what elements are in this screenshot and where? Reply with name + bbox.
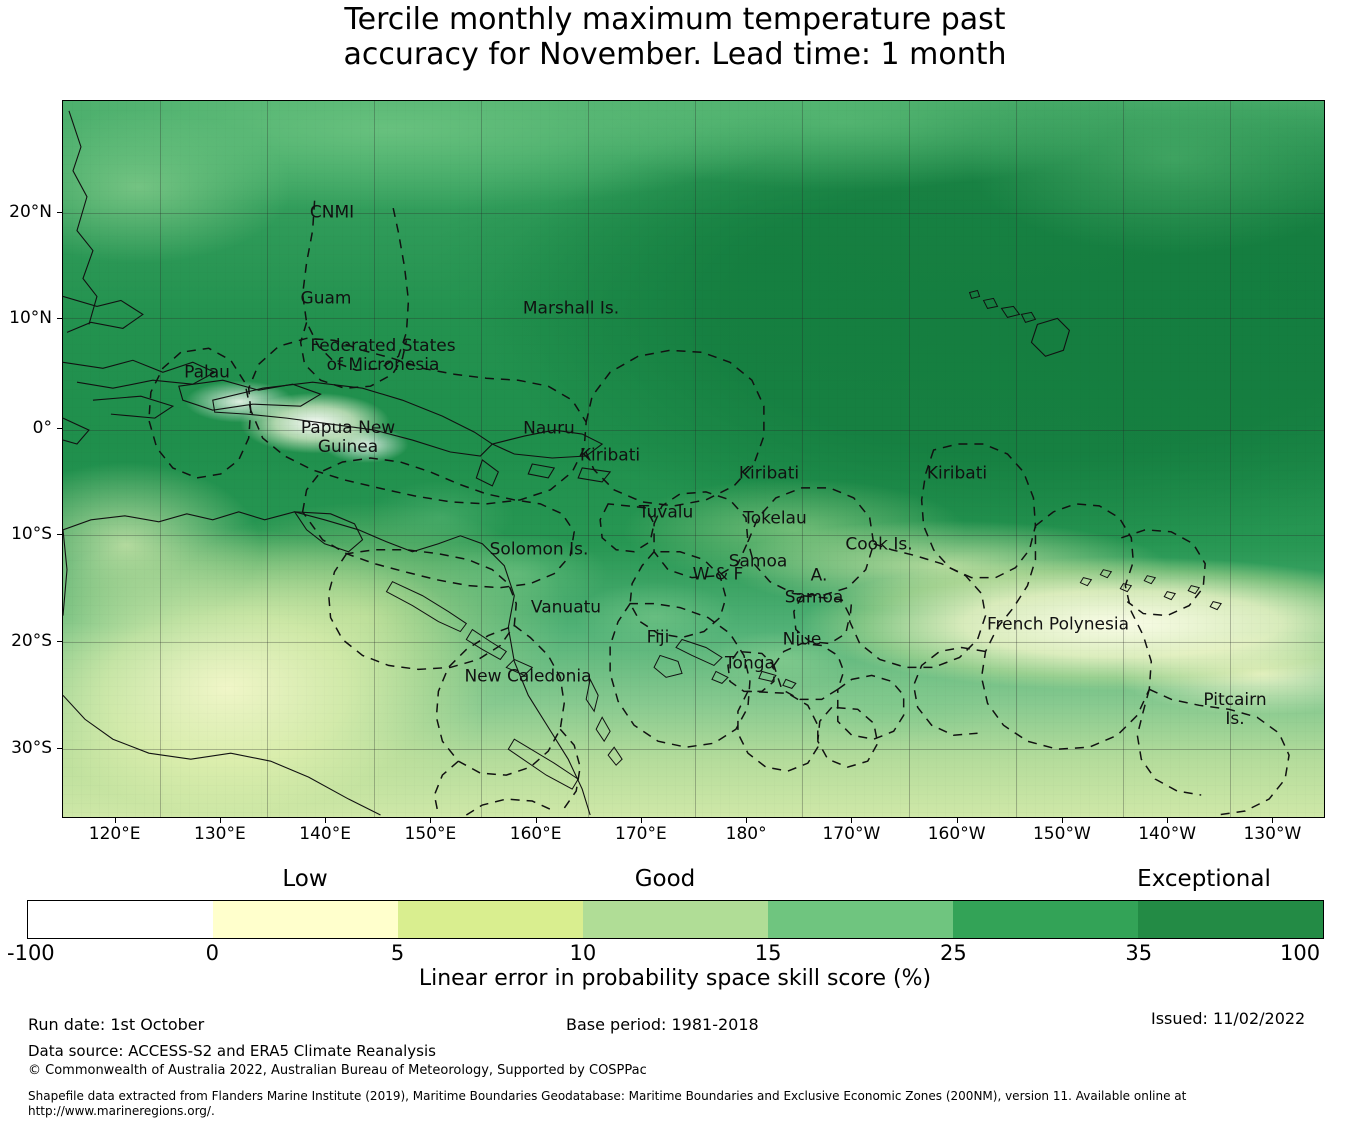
x-tick-label-10: 140°W <box>1138 824 1197 844</box>
map-label-tuvalu: Tuvalu <box>638 502 694 523</box>
colorbar-tick-2: 5 <box>390 941 405 965</box>
y-tick-mark <box>57 534 62 535</box>
colorbar-segment-3 <box>583 901 768 938</box>
y-tick-label-3: 10°S <box>11 524 52 544</box>
map-panel: CNMI Guam Marshall Is. Palau Federated State… <box>62 100 1325 818</box>
map-label-french-polynesia: French Polynesia <box>987 614 1129 635</box>
y-tick-label-5: 30°S <box>11 738 52 758</box>
colorbar-tick-6: 35 <box>1125 941 1153 965</box>
map-label-palau: Palau <box>184 362 230 383</box>
x-tick-label-2: 140°E <box>299 824 351 844</box>
copyright: © Commonwealth of Australia 2022, Austra… <box>28 1063 647 1078</box>
map-label-niue: Niue <box>782 629 822 650</box>
x-tick-mark <box>114 818 116 823</box>
x-tick-label-8: 160°W <box>927 824 986 844</box>
map-label-solomon-is: Solomon Is. <box>489 539 589 560</box>
colorbar-tick-3: 10 <box>569 941 597 965</box>
y-tick-label-1: 10°N <box>9 308 52 328</box>
colorbar-segment-0 <box>28 901 213 938</box>
map-label-vanuatu: Vanuatu <box>530 597 602 618</box>
colorbar-quality-good: Good <box>634 866 696 892</box>
colorbar-segment-4 <box>768 901 953 938</box>
shapefile-attribution: Shapefile data extracted from Flanders M… <box>28 1089 1187 1118</box>
colorbar-segment-1 <box>213 901 398 938</box>
map-label-a: A. <box>810 565 828 586</box>
y-tick-label-4: 20°S <box>11 631 52 651</box>
x-tick-label-11: 130°W <box>1243 824 1302 844</box>
map-label-federated-states-of-micronesia: Federated States of Micronesia <box>310 336 456 375</box>
colorbar-segment-5 <box>953 901 1138 938</box>
data-source: Data source: ACCESS-S2 and ERA5 Climate … <box>28 1042 436 1060</box>
issued-date: Issued: 11/02/2022 <box>1151 1009 1306 1028</box>
y-tick-mark <box>57 212 62 213</box>
y-tick-mark <box>57 428 62 429</box>
map-label-kiribati: Kiribati <box>579 445 641 466</box>
x-tick-mark <box>325 818 327 823</box>
y-tick-mark <box>57 318 62 319</box>
colorbar-quality-low: Low <box>282 866 328 892</box>
y-tick-mark <box>57 748 62 749</box>
map-label-nauru: Nauru <box>523 418 575 439</box>
map-label-fiji: Fiji <box>646 627 670 648</box>
map-label-samoa: Samoa <box>728 551 788 572</box>
x-tick-label-0: 120°E <box>88 824 141 844</box>
map-label-cnmi: CNMI <box>309 202 355 223</box>
colorbar-tick-5: 25 <box>940 941 967 965</box>
map-label-papua-new-guinea: Papua New Guinea <box>300 418 396 457</box>
x-tick-mark <box>1061 818 1063 823</box>
colorbar[interactable] <box>27 900 1324 939</box>
map-label-tokelau: Tokelau <box>743 508 807 529</box>
x-tick-label-9: 150°W <box>1032 824 1091 844</box>
map-label-kiribati: Kiribati <box>738 463 800 484</box>
x-tick-mark <box>640 818 642 823</box>
x-tick-label-3: 150°E <box>404 824 457 844</box>
x-tick-label-6: 180° <box>725 824 767 844</box>
y-tick-mark <box>57 641 62 642</box>
skill-field-pixel-texture <box>63 101 1324 817</box>
x-tick-mark <box>746 818 748 823</box>
x-tick-mark <box>851 818 853 823</box>
x-tick-mark <box>1272 818 1274 823</box>
colorbar-quality-exceptional: Exceptional <box>1137 866 1271 892</box>
colorbar-segment-2 <box>398 901 583 938</box>
y-tick-label-2: 0° <box>32 418 52 438</box>
x-tick-mark <box>535 818 537 823</box>
base-period: Base period: 1981-2018 <box>566 1015 759 1034</box>
colorbar-tick-7: 100 <box>1280 941 1321 965</box>
x-tick-mark <box>430 818 432 823</box>
run-date: Run date: 1st October <box>28 1015 205 1034</box>
colorbar-axis-title: Linear error in probability space skill … <box>418 966 932 991</box>
map-label-new-caledonia: New Caledonia <box>464 666 592 687</box>
x-tick-mark <box>956 818 958 823</box>
map-label-marshall-is: Marshall Is. <box>522 298 620 319</box>
map-label-cook-is: Cook Is. <box>845 534 913 555</box>
map-label-kiribati: Kiribati <box>926 463 988 484</box>
colorbar-tick-1: 0 <box>205 941 219 965</box>
x-tick-mark <box>1167 818 1169 823</box>
skill-field-png <box>63 101 1324 817</box>
x-tick-label-7: 170°W <box>822 824 881 844</box>
colorbar-tick-4: 15 <box>754 941 782 965</box>
colorbar-segment-6 <box>1138 901 1323 938</box>
y-tick-label-0: 20°N <box>9 202 52 222</box>
map-vector-overlay <box>63 110 1290 816</box>
page-title: Tercile monthly maximum temperature past… <box>343 2 1007 72</box>
x-tick-label-5: 170°E <box>615 824 667 844</box>
x-tick-mark <box>219 818 221 823</box>
x-tick-label-4: 160°E <box>509 824 562 844</box>
map-label-w-f: W & F <box>692 564 744 585</box>
x-tick-label-1: 130°E <box>194 824 246 844</box>
map-label-pitcairn-is: Pitcairn Is. <box>1203 690 1267 729</box>
map-label-guam: Guam <box>300 288 352 309</box>
map-label-tonga: Tonga <box>725 653 775 674</box>
map-label-samoa: Samoa <box>784 587 844 608</box>
colorbar-tick-0: -100 <box>7 941 55 965</box>
